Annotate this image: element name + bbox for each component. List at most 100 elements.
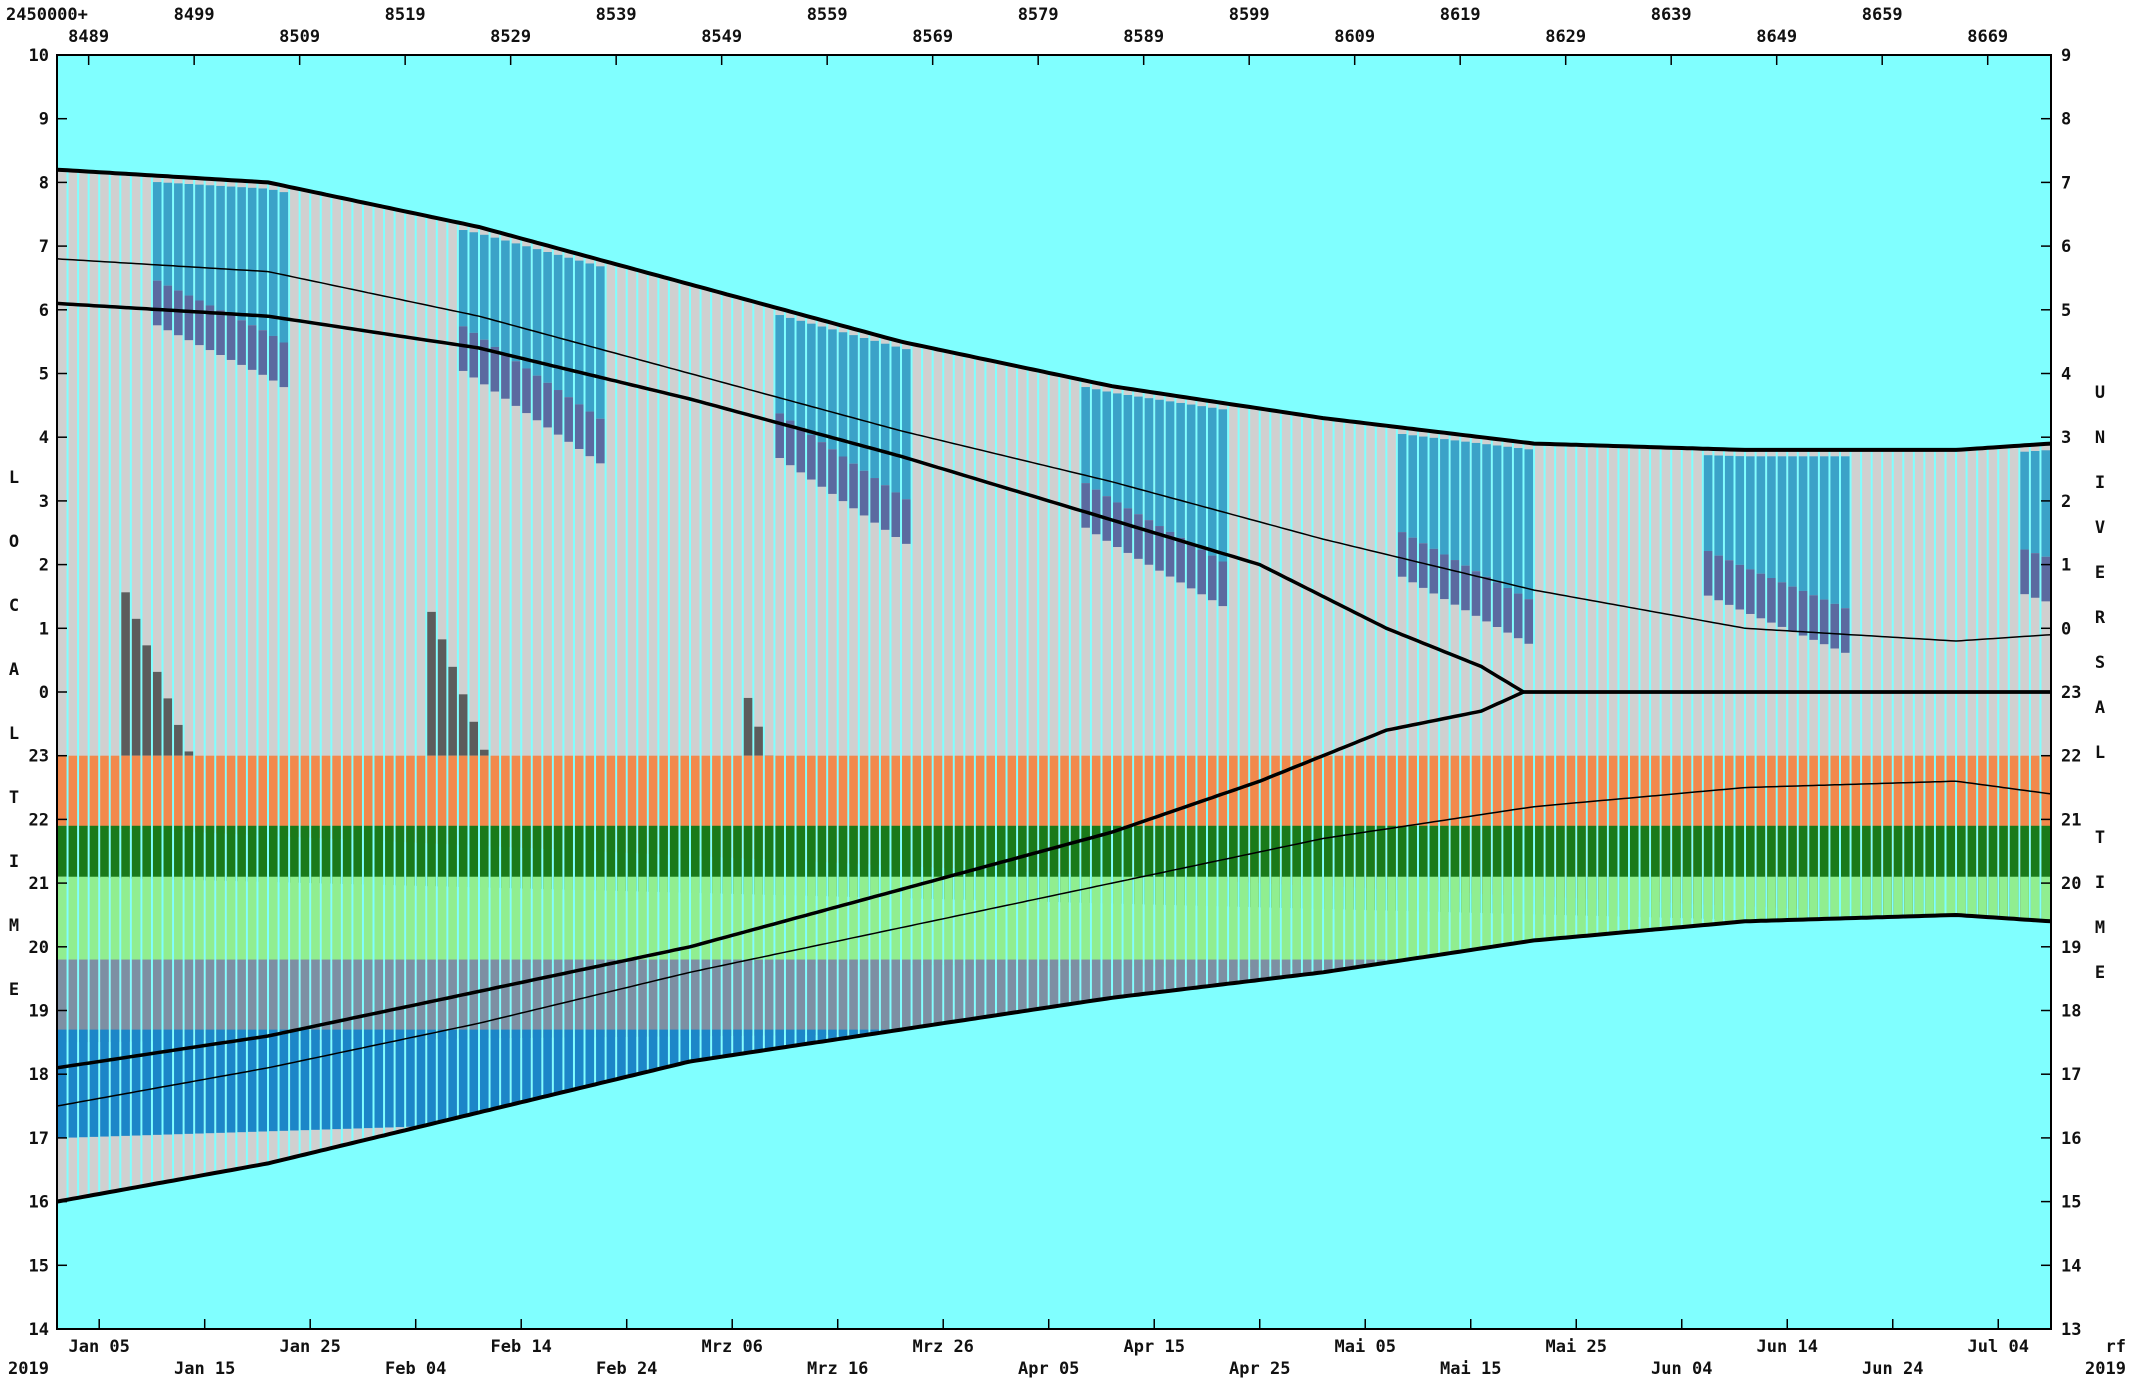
dark-green-band-column	[68, 825, 78, 877]
grey-blue-band-column	[131, 959, 141, 1042]
right-tick-label: 3	[2061, 428, 2071, 448]
dawn-column	[1830, 456, 1839, 604]
night-column	[838, 325, 848, 1039]
blue-band-column	[363, 1029, 373, 1129]
light-green-band-column	[1566, 876, 1576, 938]
light-green-band-column	[1798, 876, 1808, 920]
orange-band-column	[290, 755, 299, 837]
left-tick-label: 14	[29, 1320, 49, 1340]
light-green-band-column	[1070, 876, 1080, 967]
right-axis-label-letter: U	[2095, 383, 2105, 403]
axes: 1098765432102322212019181716151498765432…	[6, 5, 2126, 1378]
orange-band-column	[269, 755, 278, 836]
left-tick-label: 19	[29, 1002, 49, 1022]
orange-band-column	[1123, 755, 1133, 877]
orange-band-column	[1471, 755, 1481, 894]
blue-band-column	[638, 1029, 647, 1073]
left-tick-label: 21	[29, 874, 49, 894]
dawn-column	[1482, 444, 1491, 577]
jd-tick-label: 8539	[596, 5, 637, 25]
dark-green-band-column	[807, 825, 816, 896]
night-column	[1988, 447, 1998, 918]
orange-band-column	[1186, 755, 1196, 880]
dark-green-band-column	[923, 825, 932, 899]
right-tick-label: 21	[2061, 810, 2081, 830]
light-green-band-column	[2030, 876, 2040, 921]
grey-blue-band-column	[817, 959, 827, 1036]
right-axis-label-letter: E	[2095, 963, 2105, 983]
dawn-column	[1788, 456, 1797, 587]
night-column	[1862, 449, 1871, 918]
left-tick-label: 7	[39, 237, 49, 257]
light-green-band-column	[1925, 876, 1934, 916]
blue-band-column	[469, 1029, 479, 1114]
grey-blue-band-column	[954, 959, 964, 1021]
dark-green-band-column	[1271, 825, 1280, 908]
right-tick-label: 23	[2061, 683, 2081, 703]
dawn-column	[1176, 402, 1185, 538]
dawn-column	[522, 246, 531, 369]
dawn-slate-column	[1397, 532, 1407, 577]
light-green-band-column	[1999, 876, 2008, 919]
dark-green-band-column	[1155, 825, 1164, 905]
dawn-slate-column	[1218, 561, 1228, 607]
grey-blue-band-column	[374, 959, 384, 1040]
blue-band-column	[627, 1029, 637, 1076]
night-column	[406, 212, 415, 1129]
light-green-band-column	[406, 876, 415, 962]
dark-green-band-column	[722, 825, 732, 894]
dark-green-band-column	[1819, 825, 1829, 919]
night-column	[1999, 446, 2008, 919]
dark-green-band-column	[269, 825, 278, 883]
left-tick-label: 18	[29, 1065, 49, 1085]
dawn-column	[1777, 456, 1787, 583]
grey-blue-band-column	[332, 959, 341, 1040]
orange-band-column	[543, 755, 552, 850]
dawn-slate-column	[1809, 595, 1818, 640]
blue-band-column	[100, 1029, 109, 1137]
jd-tick-label: 8559	[807, 5, 848, 25]
dawn-slate-column	[184, 295, 194, 341]
light-green-band-column	[1134, 876, 1143, 967]
dark-green-band-column	[1207, 825, 1217, 907]
orange-band-column	[712, 755, 721, 858]
light-green-band-column	[1366, 876, 1375, 966]
light-green-band-column	[1872, 876, 1882, 918]
grey-blue-band-column	[321, 959, 331, 1040]
blue-band-column	[110, 1029, 120, 1137]
grey-blue-band-column	[522, 959, 531, 1038]
night-column	[796, 314, 806, 1045]
orange-band-column	[237, 755, 246, 835]
dawn-column	[828, 329, 837, 450]
dawn-column	[564, 257, 573, 398]
night-column	[2020, 445, 2029, 920]
dark-green-band-column	[954, 825, 964, 900]
dark-green-band-column	[1007, 825, 1017, 901]
dawn-column	[543, 251, 552, 383]
dark-green-band-column	[1925, 825, 1934, 916]
grey-blue-band-column	[617, 959, 626, 1037]
night-column	[311, 192, 320, 1152]
dark-green-band-column	[902, 825, 911, 899]
dark-green-band-column	[1513, 825, 1523, 914]
orange-band-column	[1018, 755, 1027, 872]
blue-band-column	[395, 1029, 405, 1128]
dark-green-band-column	[1693, 825, 1702, 919]
dawn-slate-column	[1724, 560, 1734, 605]
dawn-slate-column	[1735, 564, 1745, 610]
grey-blue-band-column	[775, 959, 784, 1036]
dark-green-band-column	[1165, 825, 1175, 906]
light-green-band-column	[1292, 876, 1301, 968]
light-green-band-column	[817, 876, 827, 965]
dark-green-band-column	[648, 825, 658, 892]
light-green-band-column	[1767, 876, 1776, 921]
night-column	[58, 169, 67, 1201]
blue-band-column	[480, 1029, 489, 1112]
right-tick-label: 19	[2061, 938, 2081, 958]
light-green-band-column	[1756, 876, 1766, 921]
grey-blue-band-column	[163, 959, 173, 1042]
grey-blue-band-column	[1134, 959, 1143, 995]
left-tick-label: 8	[39, 173, 49, 193]
night-column	[954, 353, 964, 1021]
light-green-band-column	[490, 876, 500, 963]
